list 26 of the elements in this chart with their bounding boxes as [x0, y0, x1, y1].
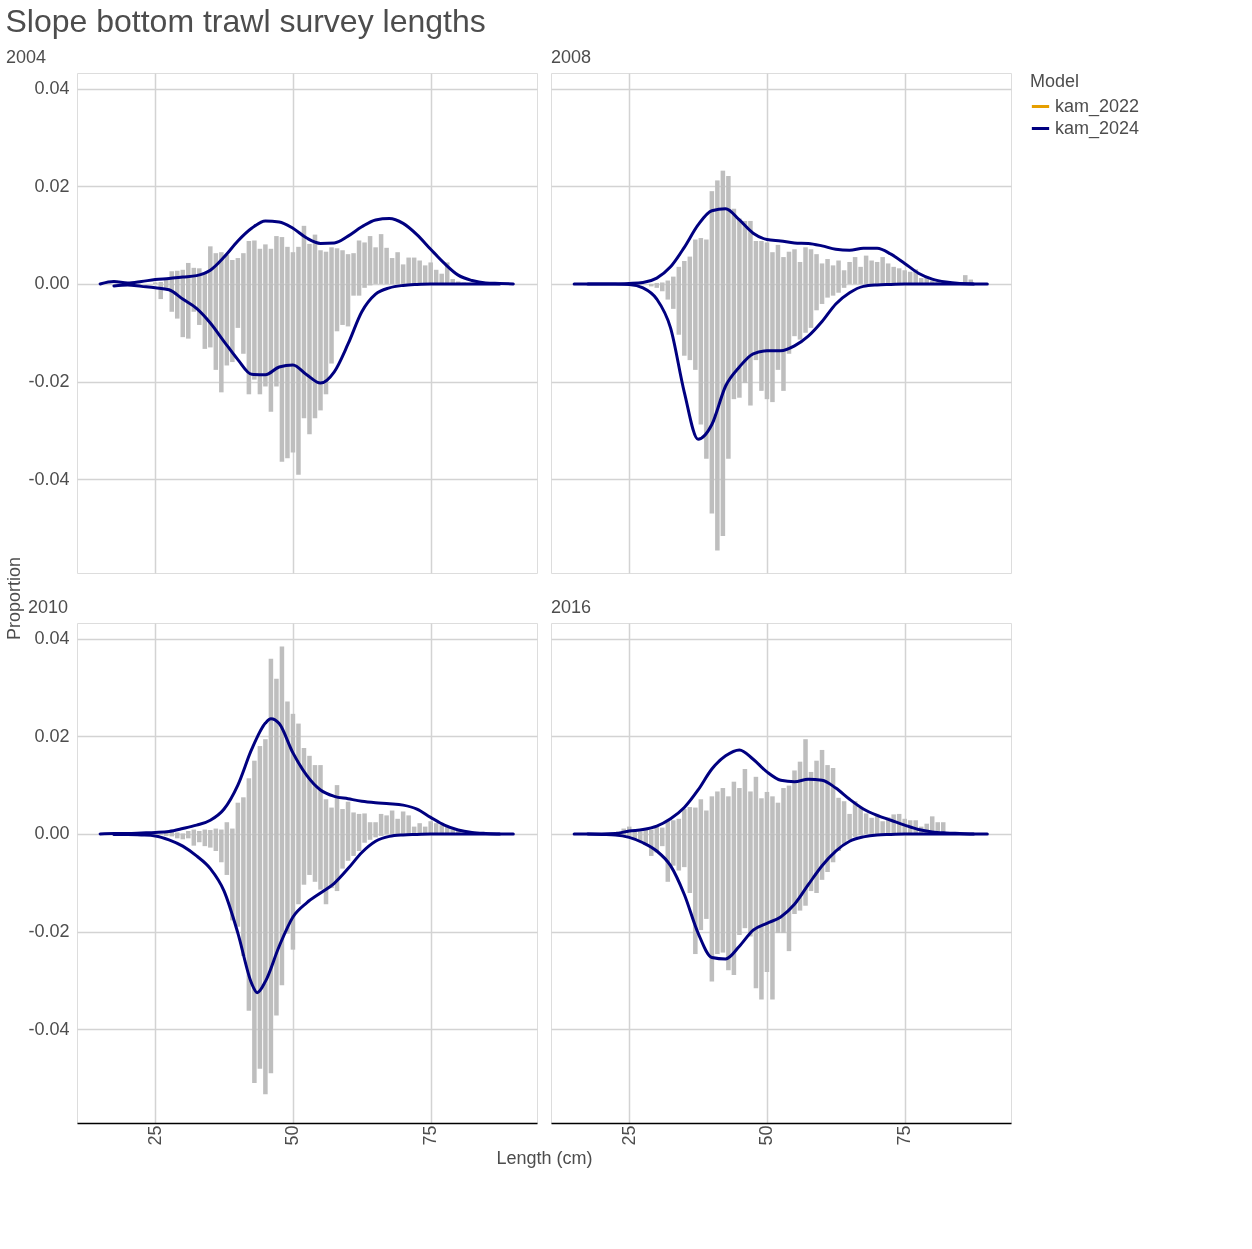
x-tick-label: 75 — [894, 1125, 915, 1146]
y-tick-label: 0.04 — [34, 628, 70, 649]
y-tick-label: 0.02 — [34, 725, 70, 746]
chart-subtitle: 2016 — [551, 597, 592, 617]
y-tick-label: -0.02 — [28, 371, 70, 392]
chart-subtitle: 2008 — [551, 47, 592, 67]
y-tick-label: 0.04 — [34, 78, 70, 99]
y-tick-label: 0.00 — [34, 823, 70, 844]
x-tick-label: 75 — [420, 1125, 441, 1146]
x-tick-label: 25 — [144, 1125, 165, 1146]
chart-title: Slope bottom trawl survey lengths — [5, 2, 486, 39]
chart-subtitle: 2004 — [5, 47, 47, 67]
legend-label: kam_2024 — [1055, 117, 1140, 139]
x-tick-label: 50 — [756, 1125, 777, 1146]
x-tick-label: 50 — [282, 1125, 303, 1146]
x-tick-label: 25 — [618, 1125, 639, 1146]
chart-subtitle: 2010 — [27, 597, 69, 617]
y-tick-label: 0.02 — [34, 175, 70, 196]
y-tick-label: -0.04 — [28, 468, 70, 489]
y-axis-title: Proportion — [4, 556, 25, 641]
legend-label: kam_2022 — [1055, 95, 1140, 117]
y-tick-label: -0.02 — [28, 921, 70, 942]
legend-title: Model — [1030, 71, 1080, 91]
x-axis-title: Length (cm) — [496, 1147, 593, 1168]
y-tick-label: 0.00 — [34, 273, 70, 294]
y-tick-label: -0.04 — [28, 1018, 70, 1039]
